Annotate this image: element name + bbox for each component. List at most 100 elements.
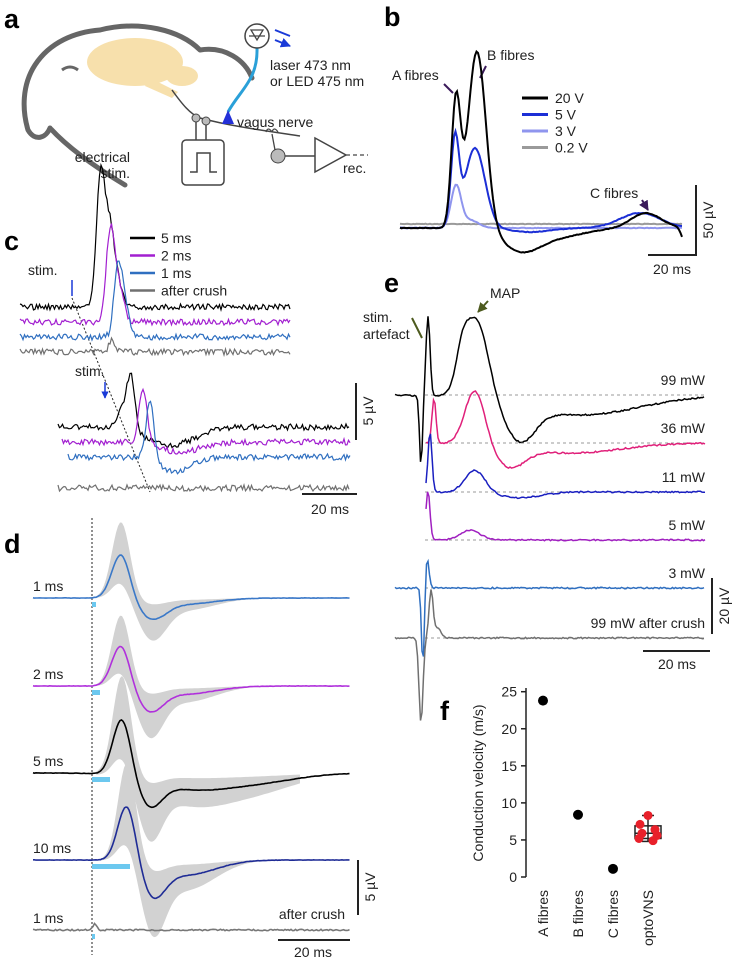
trace-label: 10 ms — [33, 840, 71, 856]
shape — [270, 148, 286, 164]
panel-label: d — [4, 529, 21, 559]
shape — [181, 139, 225, 186]
stim-bar — [92, 777, 110, 782]
shape — [285, 136, 348, 174]
trace — [425, 390, 706, 469]
y-axis-label: Conduction velocity (m/s) — [470, 704, 486, 861]
schematic — [21, 23, 368, 188]
point — [635, 819, 645, 829]
x-tick-label: A fibres — [535, 890, 551, 937]
panel-label: e — [384, 268, 399, 298]
trace-label: 1 ms — [33, 578, 63, 594]
variance-band — [96, 676, 300, 842]
shape — [201, 116, 211, 126]
shape — [249, 29, 265, 42]
scale-bar — [648, 185, 697, 256]
scale-label: 20 µV — [716, 587, 732, 625]
shape — [274, 29, 290, 46]
point — [648, 836, 658, 846]
light-label: or LED 475 nm — [270, 73, 364, 89]
trace — [394, 558, 705, 657]
shape — [222, 110, 234, 124]
stim-bar — [92, 690, 100, 695]
stim-bar — [92, 602, 96, 607]
trace — [61, 387, 351, 455]
trace — [67, 400, 351, 475]
rec-label: rec. — [343, 160, 366, 176]
variance-band — [96, 522, 300, 641]
point — [608, 863, 618, 874]
scale-bar — [643, 578, 713, 652]
y-tick-label: 10 — [501, 795, 517, 811]
trace — [33, 806, 350, 900]
annotation: artefact — [363, 326, 410, 342]
panel-label: c — [4, 226, 19, 256]
box — [634, 825, 662, 840]
panel-label: a — [4, 4, 20, 34]
legend-label: after crush — [161, 283, 227, 299]
trace-label: 5 ms — [33, 753, 63, 769]
trace-label: 99 mW after crush — [591, 615, 705, 631]
panel-label: b — [384, 2, 401, 32]
y-tick-label: 15 — [501, 758, 517, 774]
legend-label: 20 V — [555, 90, 584, 106]
trace — [394, 589, 705, 721]
stim-label: electrical — [75, 149, 130, 165]
shape — [87, 38, 183, 86]
stim-bar — [92, 934, 95, 939]
trace — [399, 49, 683, 254]
scale-bar — [302, 383, 357, 495]
x-tick-label: C fibres — [605, 890, 621, 938]
variance-band — [96, 763, 300, 938]
scale-label: 20 ms — [294, 944, 332, 960]
light-label: laser 473 nm — [270, 57, 351, 73]
trace — [57, 372, 350, 449]
trace-label: 99 mW — [661, 372, 706, 388]
x-tick-label: optoVNS — [640, 890, 656, 946]
stim-label: stim. — [75, 363, 105, 379]
scale-label: 5 µV — [360, 396, 376, 426]
guide-line — [71, 297, 151, 493]
legend-label: 0.2 V — [555, 140, 588, 156]
point — [634, 833, 644, 843]
shape — [166, 66, 198, 86]
annotation: stim. — [363, 309, 393, 325]
y-tick-label: 0 — [509, 869, 517, 885]
trace — [425, 491, 706, 542]
scale-label: 20 ms — [658, 656, 696, 672]
shape — [226, 47, 259, 113]
scale-label: 20 ms — [311, 501, 349, 517]
point — [538, 695, 548, 706]
trace — [32, 922, 350, 932]
legend-label: 2 ms — [161, 248, 191, 264]
scale-label: 50 µV — [700, 201, 716, 239]
scale-label: 5 µV — [362, 872, 378, 902]
y-tick-label: 5 — [509, 832, 517, 848]
trace — [19, 223, 291, 327]
stim-label: stim. — [28, 262, 58, 278]
shape — [190, 152, 217, 173]
shape — [191, 113, 201, 123]
annotation: B fibres — [487, 47, 534, 63]
trace — [399, 222, 683, 226]
legend-label: 1 ms — [161, 265, 191, 281]
shape — [61, 65, 79, 72]
trace — [32, 718, 350, 809]
trace — [19, 336, 291, 358]
nerve-label: vagus nerve — [237, 114, 313, 130]
stim-label: stim. — [100, 165, 130, 181]
trace — [399, 183, 683, 230]
trace-label: 3 mW — [668, 565, 705, 581]
trace — [425, 433, 706, 500]
trace — [32, 554, 350, 620]
trace-label: 5 mW — [668, 517, 705, 533]
arrow — [411, 300, 489, 339]
shape — [21, 23, 255, 188]
trace — [394, 316, 705, 462]
annotation: C fibres — [590, 185, 638, 201]
trace — [19, 162, 291, 313]
scale-bar — [278, 860, 359, 941]
shape — [265, 128, 279, 151]
trace — [32, 645, 350, 713]
